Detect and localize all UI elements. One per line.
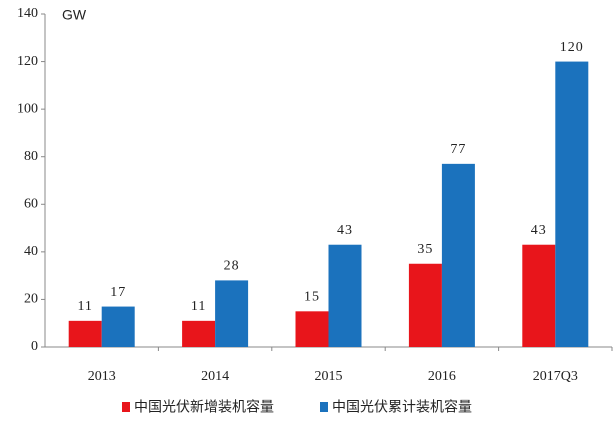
value-label: 15	[304, 290, 320, 305]
bar	[522, 244, 556, 347]
y-tick-label: 80	[24, 149, 38, 164]
y-tick-label: 140	[17, 6, 38, 21]
bar	[295, 311, 329, 347]
bar	[328, 244, 362, 347]
legend-swatch	[320, 402, 328, 412]
x-tick-label: 2013	[88, 369, 116, 384]
y-tick-label: 100	[17, 101, 38, 116]
x-tick-label: 2017Q3	[533, 369, 578, 384]
legend-swatch	[122, 402, 130, 412]
x-tick-label: 2016	[428, 369, 456, 384]
y-tick-label: 0	[31, 339, 38, 354]
bar	[441, 163, 475, 347]
value-label: 28	[224, 259, 240, 274]
value-label: 11	[77, 299, 92, 314]
y-tick-label: 60	[24, 197, 38, 212]
bar	[182, 320, 216, 347]
x-tick-label: 2015	[315, 369, 343, 384]
y-axis-unit: GW	[62, 7, 87, 23]
y-tick-label: 20	[24, 292, 38, 307]
bar	[408, 263, 442, 347]
legend-label: 中国光伏新增装机容量	[134, 399, 274, 415]
bar	[555, 61, 589, 347]
legend-label: 中国光伏累计装机容量	[332, 399, 472, 415]
value-label: 43	[531, 223, 547, 238]
value-label: 43	[337, 223, 353, 238]
value-label: 77	[450, 142, 466, 157]
bar	[215, 280, 249, 347]
value-label: 17	[110, 285, 126, 300]
x-tick-label: 2014	[201, 369, 229, 384]
bar	[68, 320, 102, 347]
value-label: 120	[560, 40, 584, 55]
bar	[101, 306, 135, 347]
value-label: 35	[417, 242, 433, 257]
y-tick-label: 120	[17, 54, 38, 69]
value-label: 11	[191, 299, 206, 314]
y-tick-label: 40	[24, 244, 38, 259]
